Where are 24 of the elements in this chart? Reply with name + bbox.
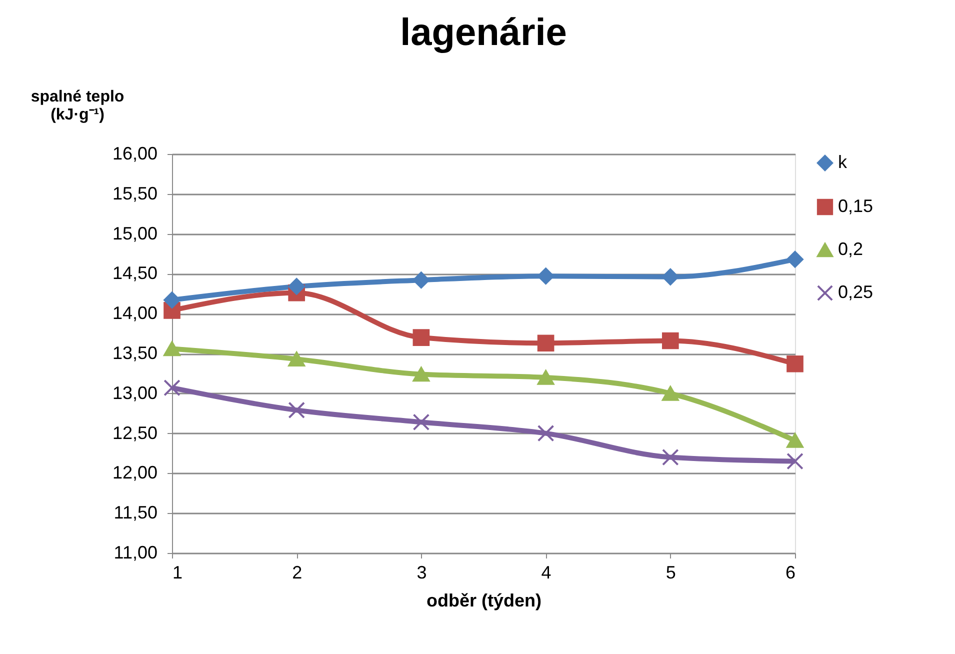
x-tick-label: 5	[666, 562, 676, 582]
y-tick-label: 14,50	[112, 263, 158, 284]
y-tick-label: 12,50	[112, 422, 158, 443]
legend-label: 0,2	[838, 239, 864, 259]
y-tick-label: 12,00	[112, 462, 158, 483]
x-tick-label: 2	[292, 562, 302, 582]
y-axis-title: spalné teplo (kJ·g⁻¹)	[30, 88, 124, 124]
y-tick-label: 11,00	[114, 542, 158, 562]
y-tick-label: 13,50	[112, 343, 158, 363]
y-tick-label: 13,00	[112, 382, 158, 403]
x-tick-label: 6	[785, 562, 796, 582]
chart-title: lagenárie	[400, 12, 567, 54]
legend-label: k	[838, 152, 848, 172]
x-tick-label: 3	[416, 562, 427, 582]
legend-label: 0,25	[838, 282, 874, 302]
x-axis-title: odběr (týden)	[426, 590, 542, 610]
y-tick-label: 15,50	[112, 183, 158, 204]
legend-label: 0,15	[838, 196, 874, 216]
y-tick-label: 16,00	[112, 144, 158, 164]
x-tick-label: 4	[541, 562, 552, 582]
y-tick-label: 15,00	[112, 223, 158, 244]
y-tick-label: 14,00	[112, 303, 158, 324]
y-tick-label: 11,50	[114, 502, 158, 523]
x-tick-label: 1	[172, 562, 183, 582]
